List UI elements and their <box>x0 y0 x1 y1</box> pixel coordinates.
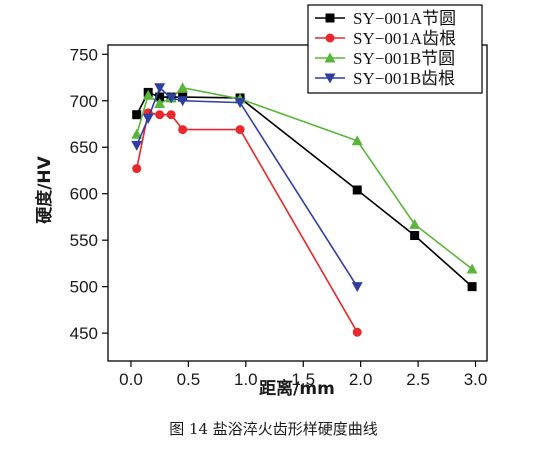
legend-label: SY−001B齿根 <box>353 69 455 88</box>
y-tick-label: 550 <box>70 231 98 250</box>
data-point <box>351 282 363 293</box>
legend-item-4: SY−001B齿根 <box>315 69 455 88</box>
data-point <box>142 113 154 124</box>
data-point <box>352 185 362 195</box>
hardness-chart: 0.0 0.5 1.0 1.5 2.0 2.5 3.0 450 500 550 600 650 700… <box>34 4 488 399</box>
legend-label: SY−001A节圆 <box>353 9 456 28</box>
series-4 <box>131 83 363 293</box>
legend-label: SY−001B节圆 <box>353 49 455 68</box>
data-point <box>410 231 420 241</box>
data-point <box>166 110 176 120</box>
y-tick-label: 700 <box>70 92 98 111</box>
data-point <box>177 82 189 93</box>
x-axis-title: 距离/mm <box>259 378 335 399</box>
series-line <box>135 111 358 333</box>
data-point <box>142 89 154 100</box>
series-1 <box>132 87 477 292</box>
y-tick-label: 750 <box>70 45 98 64</box>
plot-frame <box>107 44 488 362</box>
x-tick-label: 2.5 <box>406 370 430 389</box>
data-point <box>352 327 362 337</box>
y-axis-title: 硬度/HV <box>34 155 55 223</box>
figure-caption: 图 14 盐浴淬火齿形样硬度曲线 <box>169 420 378 438</box>
legend-marker <box>324 52 336 63</box>
x-tick-label: 0.5 <box>177 370 201 389</box>
legend-marker <box>324 73 336 84</box>
x-tick-label: 1.0 <box>234 370 258 389</box>
data-point <box>154 83 166 94</box>
data-point <box>131 140 143 151</box>
data-point <box>165 93 177 104</box>
data-point <box>155 92 165 102</box>
data-point <box>154 98 166 109</box>
y-tick-label: 450 <box>70 324 98 343</box>
data-point <box>132 110 142 120</box>
series-layer <box>131 82 478 337</box>
legend-marker <box>325 33 335 43</box>
plot-area-border <box>107 44 488 362</box>
series-2 <box>132 108 362 337</box>
y-tick-label: 500 <box>70 278 98 297</box>
legend-item-3: SY−001B节圆 <box>315 49 455 68</box>
data-point <box>409 218 421 229</box>
legend-label: SY−001A齿根 <box>353 29 456 48</box>
x-tick-label: 2.0 <box>349 370 373 389</box>
data-point <box>155 110 165 120</box>
data-point <box>351 135 363 146</box>
data-point <box>131 128 143 139</box>
y-tick-label: 600 <box>70 185 98 204</box>
data-point <box>178 125 188 135</box>
data-point <box>235 125 245 135</box>
data-point <box>132 164 142 174</box>
data-point <box>467 282 477 292</box>
data-point <box>177 96 189 107</box>
legend-item-1: SY−001A节圆 <box>315 9 456 28</box>
data-point <box>234 98 246 109</box>
legend-item-2: SY−001A齿根 <box>315 29 456 48</box>
y-axis: 450 500 550 600 650 700 750 <box>70 45 108 343</box>
x-tick-label: 1.5 <box>291 370 315 389</box>
y-tick-label: 650 <box>70 138 98 157</box>
x-tick-label: 3.0 <box>464 370 488 389</box>
x-axis: 0.0 0.5 1.0 1.5 2.0 2.5 3.0 <box>119 361 487 389</box>
legend-marker <box>325 13 335 23</box>
data-point <box>466 263 478 274</box>
x-tick-label: 0.0 <box>119 370 143 389</box>
